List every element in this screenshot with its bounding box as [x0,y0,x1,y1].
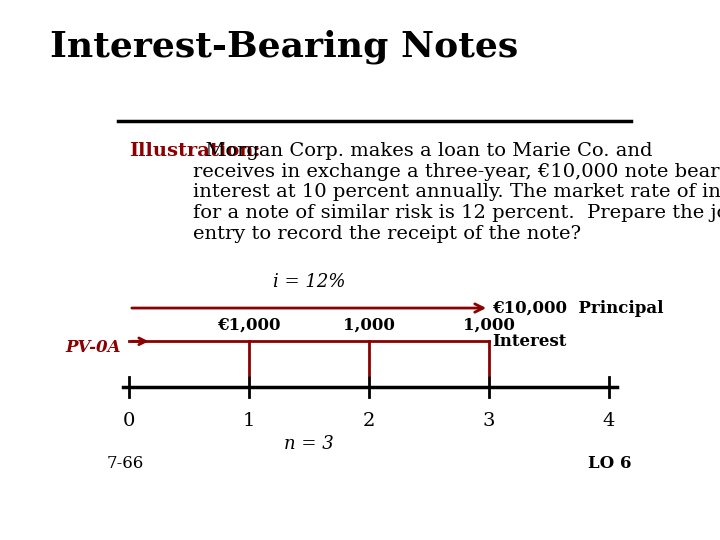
Text: 4: 4 [603,412,615,430]
Text: 1,000: 1,000 [343,317,395,334]
Text: 1: 1 [243,412,255,430]
Text: 3: 3 [482,412,495,430]
Text: 7-66: 7-66 [107,455,144,472]
Text: Morgan Corp. makes a loan to Marie Co. and
receives in exchange a three-year, €1: Morgan Corp. makes a loan to Marie Co. a… [193,141,720,243]
Text: Illustration:: Illustration: [129,141,261,160]
Text: PV-0A: PV-0A [66,339,121,356]
Text: €1,000: €1,000 [217,317,281,334]
Text: 0: 0 [123,412,135,430]
Text: Interest-Bearing Notes: Interest-Bearing Notes [50,30,518,64]
Text: 2: 2 [363,412,375,430]
Text: i = 12%: i = 12% [273,273,346,292]
Text: LO 6: LO 6 [588,455,631,472]
Text: Interest: Interest [492,333,566,350]
Text: n = 3: n = 3 [284,435,334,453]
Text: €10,000  Principal: €10,000 Principal [492,300,663,316]
Text: 1,000: 1,000 [463,317,515,334]
